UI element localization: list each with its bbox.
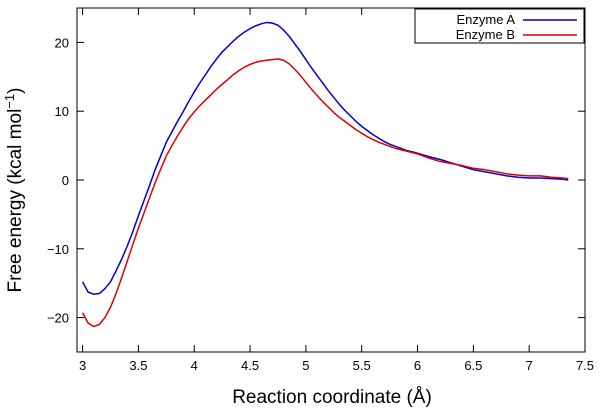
x-tick-label: 7.5 — [576, 358, 594, 373]
y-axis-label: Free energy (kcal mol−1) — [2, 88, 27, 293]
x-tick-label: 4.5 — [241, 358, 259, 373]
legend-box — [414, 8, 585, 44]
legend-label-enzyme-a: Enzyme A — [456, 12, 515, 27]
x-tick-label: 7 — [526, 358, 533, 373]
y-tick-label: 20 — [55, 35, 69, 50]
x-tick-label: 6.5 — [464, 358, 482, 373]
plot-frame — [76, 7, 586, 353]
y-axis-label-tail: ) — [5, 88, 26, 94]
y-axis-label-superscript: −1 — [2, 94, 17, 109]
y-tick-label: 0 — [62, 173, 69, 188]
x-tick-label: 5.5 — [353, 358, 371, 373]
x-tick-label: 3 — [79, 358, 86, 373]
x-axis-label: Reaction coordinate (Å) — [232, 387, 432, 408]
legend-label-enzyme-b: Enzyme B — [456, 27, 515, 42]
x-tick-label: 5 — [302, 358, 309, 373]
series-line-enzyme-a — [81, 21, 569, 295]
x-tick-label: 3.5 — [129, 358, 147, 373]
y-axis-label-main: Free energy (kcal mol — [5, 109, 26, 293]
y-tick-label: 10 — [55, 104, 69, 119]
x-tick-label: 6 — [414, 358, 421, 373]
series-line-enzyme-b — [81, 58, 569, 328]
x-tick-label: 4 — [191, 358, 198, 373]
y-tick-label: −20 — [47, 311, 69, 326]
y-tick-label: −10 — [47, 242, 69, 257]
